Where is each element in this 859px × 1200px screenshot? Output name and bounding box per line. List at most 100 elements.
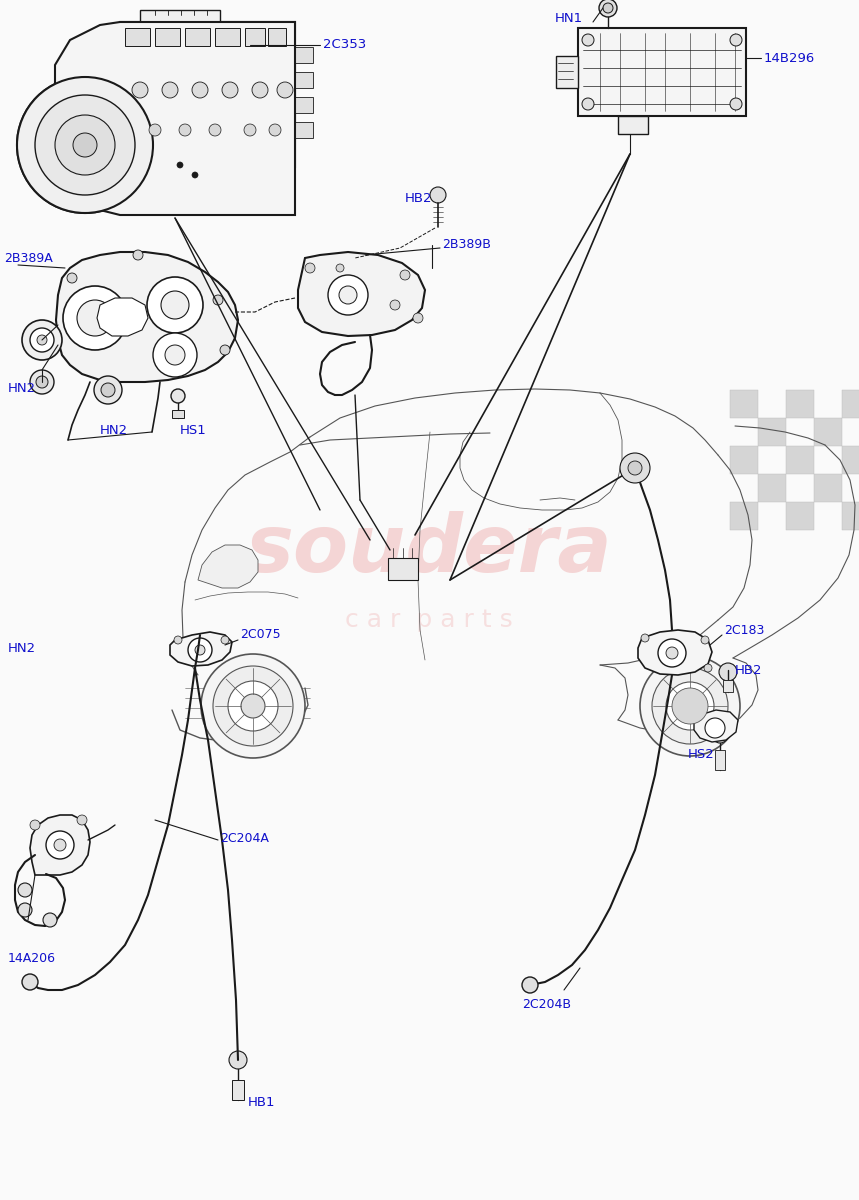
Bar: [155, 28, 180, 46]
Circle shape: [640, 656, 740, 756]
Bar: [388, 558, 418, 580]
Bar: [192, 22, 208, 40]
Circle shape: [153, 332, 197, 377]
Circle shape: [67, 272, 77, 283]
Polygon shape: [97, 298, 148, 336]
Bar: [758, 418, 786, 446]
Bar: [167, 22, 183, 40]
Circle shape: [672, 688, 708, 724]
Text: HN2: HN2: [8, 382, 36, 395]
Text: HB2: HB2: [735, 664, 763, 677]
Bar: [147, 22, 163, 40]
Circle shape: [35, 95, 135, 194]
Circle shape: [171, 389, 185, 403]
Polygon shape: [30, 815, 90, 875]
Text: HN2: HN2: [8, 642, 36, 654]
Bar: [814, 474, 842, 502]
Circle shape: [188, 638, 212, 662]
Circle shape: [712, 727, 728, 743]
Circle shape: [582, 98, 594, 110]
Circle shape: [30, 820, 40, 830]
Circle shape: [222, 82, 238, 98]
Bar: [842, 502, 859, 530]
Circle shape: [119, 179, 129, 188]
Circle shape: [17, 77, 153, 214]
Bar: [842, 446, 859, 474]
Circle shape: [719, 662, 737, 680]
Circle shape: [339, 286, 357, 304]
Circle shape: [179, 124, 191, 136]
Circle shape: [241, 50, 249, 59]
Circle shape: [22, 320, 62, 360]
Circle shape: [119, 101, 129, 112]
Polygon shape: [56, 252, 238, 382]
Circle shape: [161, 290, 189, 319]
Bar: [268, 28, 286, 46]
Bar: [723, 680, 733, 692]
Circle shape: [255, 115, 275, 134]
Circle shape: [192, 82, 208, 98]
Circle shape: [135, 115, 155, 134]
Circle shape: [195, 646, 205, 655]
Circle shape: [35, 95, 135, 194]
Text: HN1: HN1: [555, 12, 583, 24]
Bar: [212, 22, 228, 40]
Circle shape: [336, 264, 344, 272]
Circle shape: [269, 124, 281, 136]
Bar: [295, 97, 313, 113]
Circle shape: [209, 124, 221, 136]
Circle shape: [55, 115, 115, 175]
Circle shape: [522, 977, 538, 994]
Circle shape: [165, 115, 185, 134]
Circle shape: [177, 162, 183, 168]
Text: 2C183: 2C183: [724, 624, 765, 636]
Circle shape: [131, 151, 145, 164]
Circle shape: [220, 346, 230, 355]
Circle shape: [679, 695, 701, 716]
Circle shape: [229, 1051, 247, 1069]
Circle shape: [147, 277, 203, 332]
Circle shape: [43, 913, 57, 926]
Circle shape: [244, 124, 256, 136]
Bar: [556, 56, 578, 88]
Circle shape: [278, 31, 292, 44]
Circle shape: [241, 694, 265, 718]
Circle shape: [162, 82, 178, 98]
Bar: [245, 28, 265, 46]
Polygon shape: [298, 252, 425, 336]
Circle shape: [133, 250, 143, 260]
Circle shape: [652, 668, 728, 744]
Text: soudera: soudera: [246, 511, 612, 589]
Circle shape: [305, 263, 315, 272]
Circle shape: [46, 830, 74, 859]
Bar: [185, 28, 210, 46]
Circle shape: [704, 664, 712, 672]
Polygon shape: [638, 630, 712, 674]
Text: 2B389B: 2B389B: [442, 239, 490, 252]
Text: 2C353: 2C353: [323, 38, 366, 52]
Circle shape: [390, 300, 400, 310]
Bar: [120, 22, 295, 167]
Circle shape: [620, 452, 650, 482]
Circle shape: [213, 666, 293, 746]
Bar: [172, 410, 184, 418]
Circle shape: [181, 50, 189, 59]
Polygon shape: [55, 22, 295, 215]
Bar: [578, 28, 746, 116]
Circle shape: [30, 370, 54, 394]
Bar: [232, 1080, 244, 1100]
Circle shape: [131, 31, 145, 44]
Circle shape: [221, 636, 229, 644]
Circle shape: [603, 2, 613, 13]
Circle shape: [730, 98, 742, 110]
Circle shape: [701, 636, 709, 644]
Circle shape: [54, 839, 66, 851]
Polygon shape: [170, 632, 232, 666]
Circle shape: [201, 654, 305, 758]
Polygon shape: [198, 545, 258, 588]
Circle shape: [225, 115, 245, 134]
Circle shape: [55, 115, 115, 175]
Circle shape: [77, 815, 87, 826]
Circle shape: [328, 275, 368, 314]
Bar: [758, 474, 786, 502]
